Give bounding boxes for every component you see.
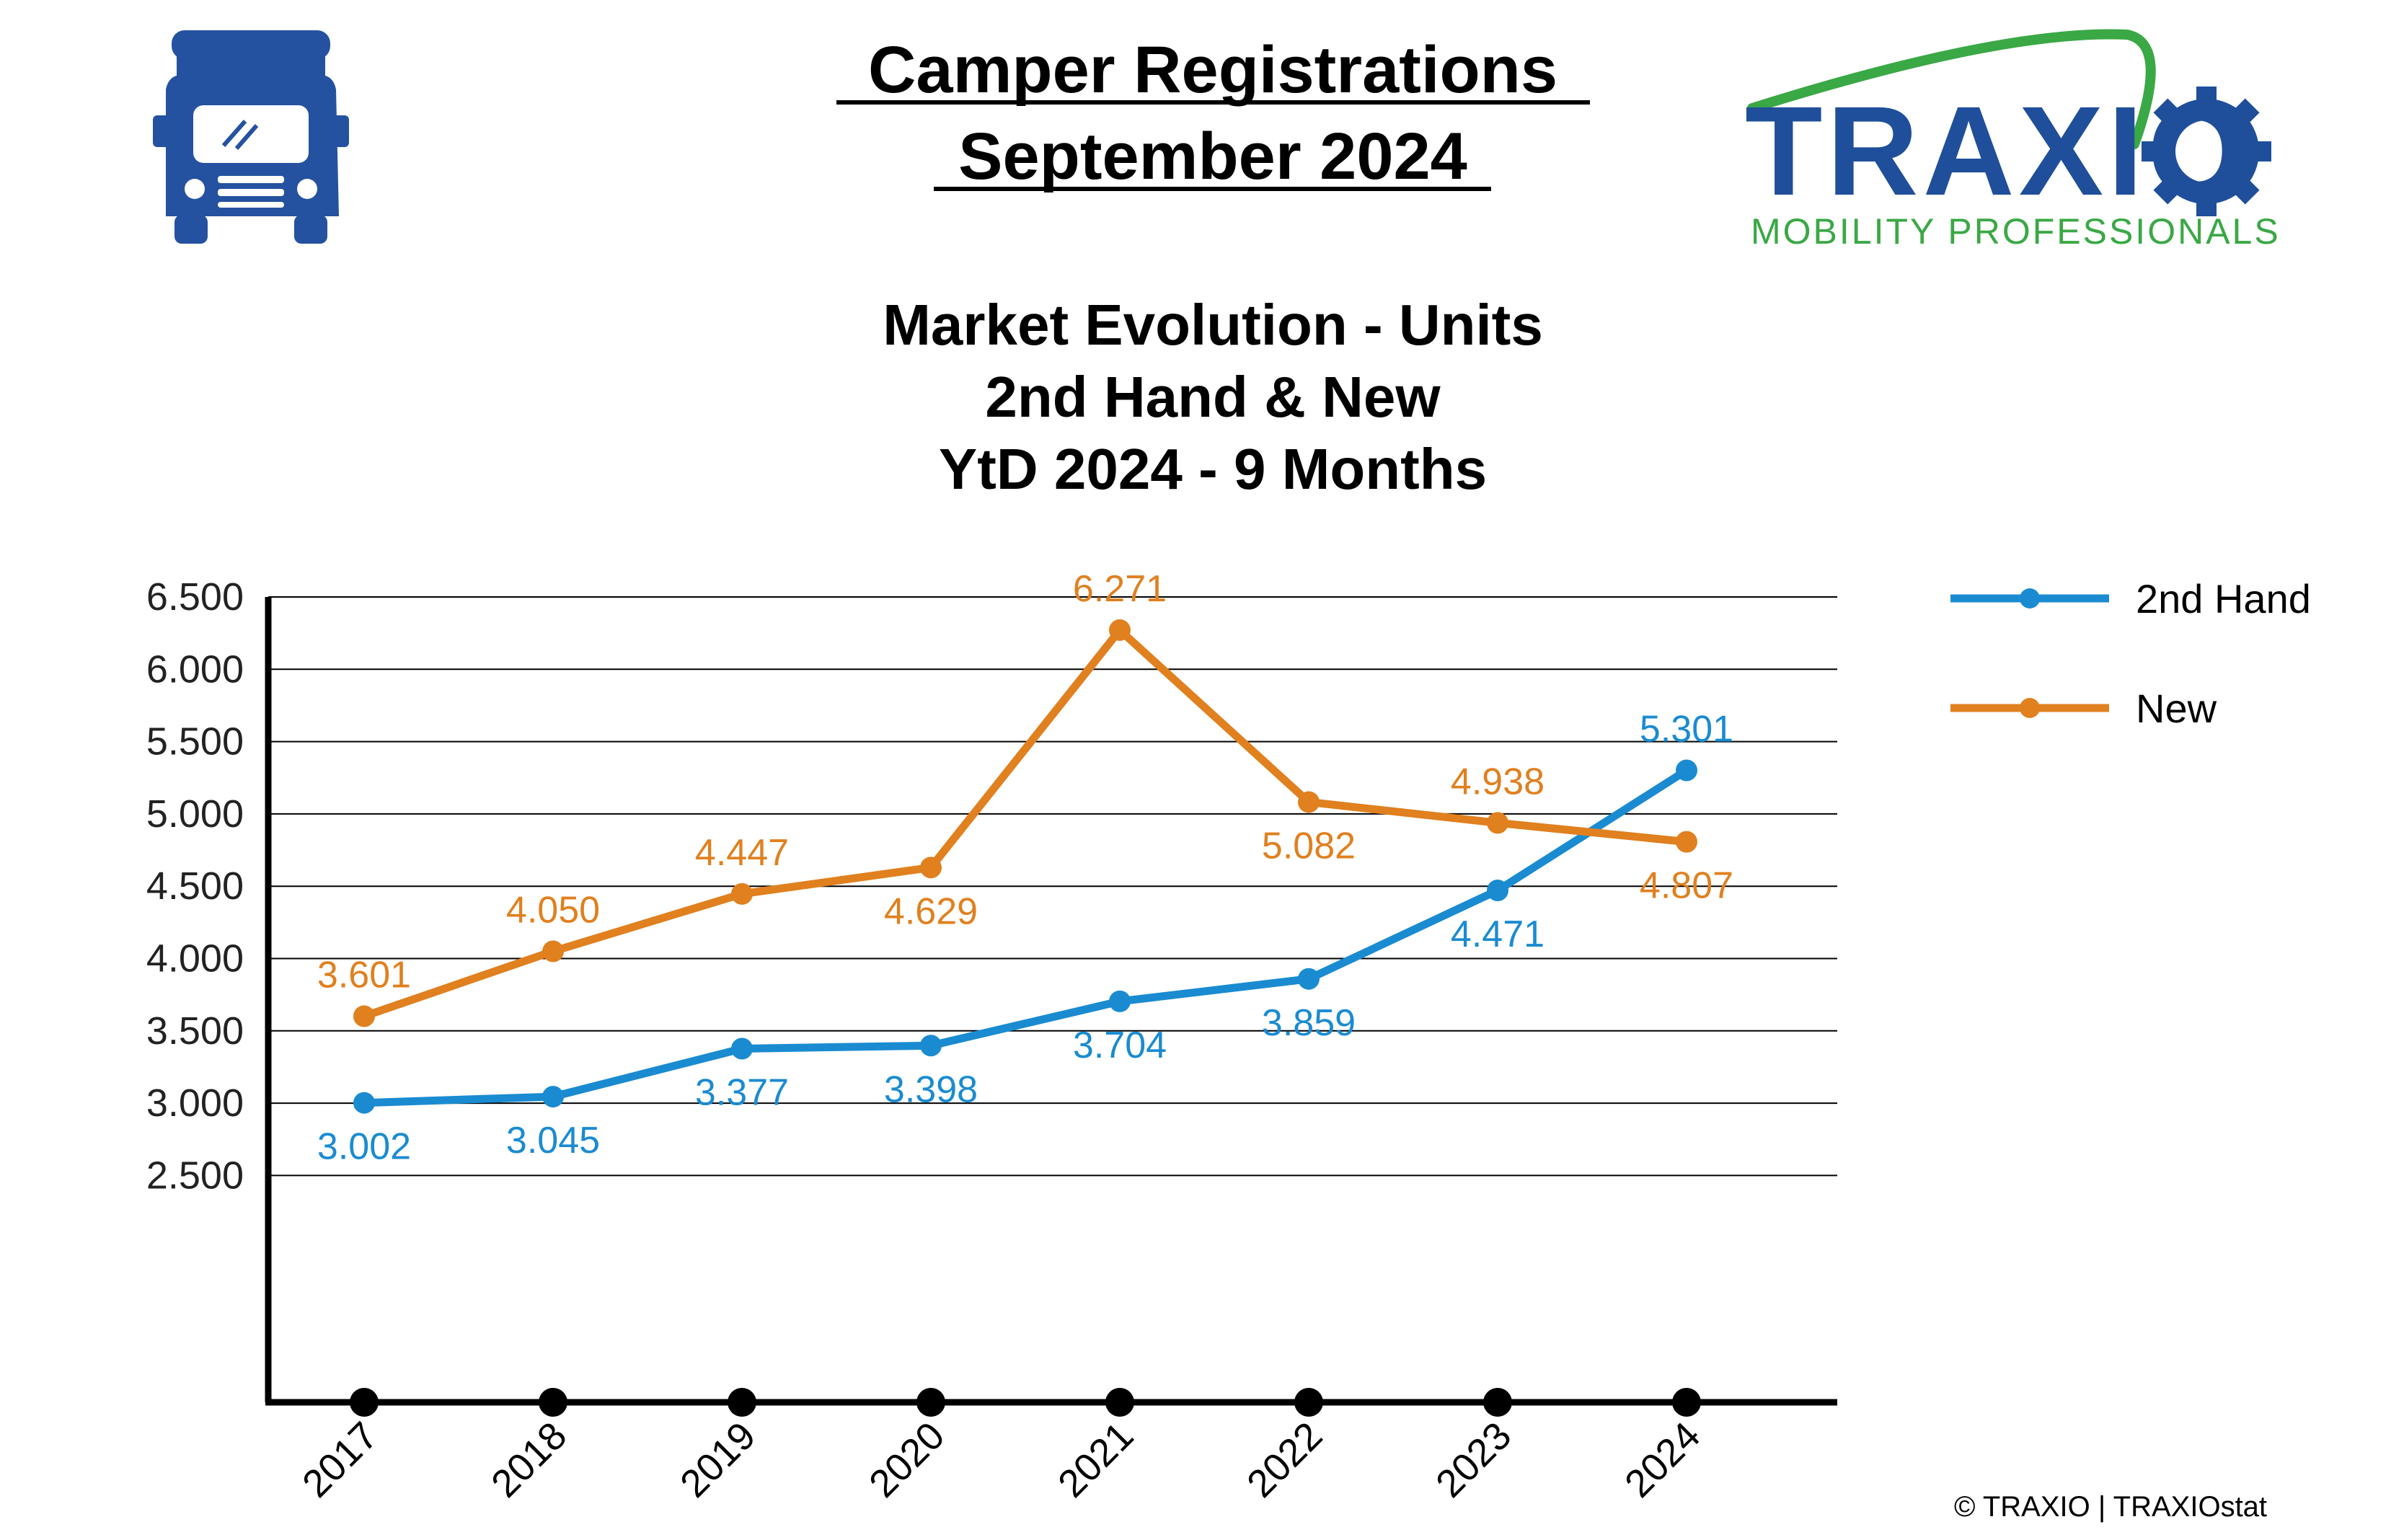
data-point bbox=[1109, 619, 1131, 641]
data-point bbox=[731, 882, 753, 905]
x-tick-label: 2024 bbox=[1617, 1414, 1708, 1505]
x-axis-marker bbox=[1483, 1388, 1512, 1417]
legend-label-2nd-hand: 2nd Hand bbox=[2136, 576, 2311, 621]
legend-marker-new bbox=[2020, 698, 2040, 718]
data-label: 6.271 bbox=[1073, 568, 1167, 610]
logo-tagline: MOBILITY PROFESSIONALS bbox=[1751, 211, 2281, 252]
data-point bbox=[353, 1005, 375, 1027]
x-tick-label: 2020 bbox=[861, 1414, 953, 1505]
legend-marker-2nd-hand bbox=[2020, 588, 2040, 609]
x-axis-marker bbox=[728, 1388, 756, 1417]
series-line-2nd-hand bbox=[363, 766, 1689, 1107]
data-label: 3.398 bbox=[884, 1068, 978, 1110]
x-tick-label: 2018 bbox=[483, 1414, 575, 1505]
camper-truck-icon bbox=[153, 30, 349, 244]
series-layer bbox=[353, 619, 1697, 1114]
data-point bbox=[920, 1035, 942, 1057]
data-label: 3.859 bbox=[1262, 1002, 1356, 1044]
data-point bbox=[542, 1086, 564, 1108]
chart-title-line1: Market Evolution - Units bbox=[883, 293, 1543, 357]
traxio-logo: TRAXIO MOBILITY PROFESSIONALS bbox=[1745, 29, 2281, 252]
data-label: 4.471 bbox=[1451, 913, 1545, 955]
data-label: 5.082 bbox=[1262, 825, 1356, 867]
legend-label-new: New bbox=[2136, 686, 2217, 731]
x-tick-labels: 2017 2018 2019 2020 2021 2022 2023 2024 bbox=[294, 1414, 1708, 1505]
data-point bbox=[1298, 968, 1320, 990]
copyright-credit: © TRAXIO | TRAXIOstat bbox=[1954, 1491, 2267, 1523]
x-tick-label: 2017 bbox=[294, 1414, 386, 1505]
legend-item-new: New bbox=[1950, 686, 2217, 731]
y-tick-label: 6.000 bbox=[146, 647, 244, 691]
axes bbox=[265, 597, 1837, 1417]
x-tick-label: 2019 bbox=[672, 1414, 764, 1505]
y-tick-label: 4.500 bbox=[146, 864, 244, 908]
data-label: 4.629 bbox=[884, 890, 978, 932]
x-tick-label: 2023 bbox=[1428, 1414, 1519, 1505]
data-point bbox=[920, 857, 942, 879]
x-axis-marker bbox=[916, 1388, 945, 1417]
x-axis-marker bbox=[1672, 1388, 1701, 1417]
chart-title: Market Evolution - Units 2nd Hand & New … bbox=[883, 293, 1543, 501]
data-point bbox=[542, 940, 564, 962]
y-tick-label: 4.000 bbox=[146, 937, 244, 981]
data-point bbox=[1109, 990, 1131, 1012]
data-point bbox=[1676, 759, 1697, 782]
data-label: 4.050 bbox=[506, 889, 600, 931]
x-axis-marker bbox=[350, 1388, 379, 1417]
data-label: 3.045 bbox=[506, 1120, 600, 1161]
data-label: 3.002 bbox=[317, 1126, 411, 1168]
data-label: 4.447 bbox=[695, 832, 789, 874]
data-point bbox=[1298, 791, 1320, 813]
logo-swoosh bbox=[1747, 29, 2156, 149]
data-point bbox=[353, 1092, 375, 1114]
x-tick-label: 2022 bbox=[1239, 1414, 1330, 1505]
data-label: 5.301 bbox=[1640, 709, 1733, 751]
header-title-line1: Camper Registrations bbox=[868, 33, 1557, 107]
data-label: 3.601 bbox=[317, 955, 411, 996]
header-title-line2: September 2024 bbox=[958, 120, 1467, 193]
data-point bbox=[1487, 880, 1508, 902]
data-point bbox=[1676, 831, 1697, 853]
y-tick-label: 5.500 bbox=[146, 720, 244, 764]
x-axis-marker bbox=[1105, 1388, 1134, 1417]
x-tick-label: 2021 bbox=[1050, 1414, 1141, 1505]
y-tick-label: 6.500 bbox=[146, 575, 244, 619]
chart-title-line2: 2nd Hand & New bbox=[985, 365, 1441, 429]
x-axis-marker bbox=[539, 1388, 567, 1417]
legend: 2nd Hand New bbox=[1950, 576, 2311, 731]
x-axis-marker bbox=[1294, 1388, 1323, 1417]
data-label: 4.807 bbox=[1640, 865, 1733, 907]
data-label: 3.704 bbox=[1073, 1025, 1167, 1066]
legend-item-2nd-hand: 2nd Hand bbox=[1950, 576, 2311, 621]
data-point bbox=[1487, 812, 1508, 834]
grid-lines bbox=[268, 596, 1837, 1177]
y-tick-label: 3.500 bbox=[146, 1009, 244, 1053]
data-label: 3.377 bbox=[695, 1071, 789, 1113]
y-tick-labels: 6.500 6.000 5.500 5.000 4.500 4.000 3.500 3.000… bbox=[146, 575, 244, 1197]
y-tick-label: 5.000 bbox=[146, 792, 244, 836]
chart-title-line3: YtD 2024 - 9 Months bbox=[939, 437, 1487, 501]
data-point bbox=[731, 1037, 753, 1060]
y-tick-label: 3.000 bbox=[146, 1081, 244, 1125]
y-tick-label: 2.500 bbox=[146, 1154, 244, 1197]
data-label: 4.938 bbox=[1451, 761, 1545, 802]
data-labels: 3.002 3.045 3.377 3.398 3.704 3.859 4.471 5.301… bbox=[317, 568, 1733, 1168]
series-line-new bbox=[363, 626, 1687, 1020]
